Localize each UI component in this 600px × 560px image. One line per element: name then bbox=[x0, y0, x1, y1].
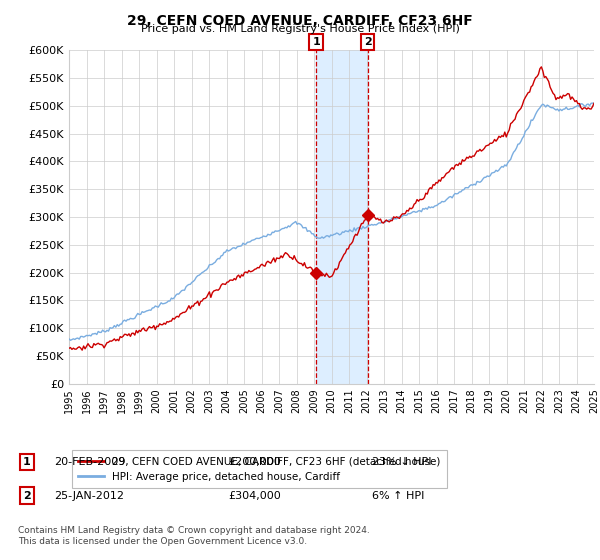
Text: 1: 1 bbox=[312, 37, 320, 47]
Text: 20-FEB-2009: 20-FEB-2009 bbox=[54, 457, 125, 467]
Text: 25-JAN-2012: 25-JAN-2012 bbox=[54, 491, 124, 501]
Text: £200,000: £200,000 bbox=[228, 457, 281, 467]
Text: 1: 1 bbox=[23, 457, 31, 467]
Text: Contains HM Land Registry data © Crown copyright and database right 2024.
This d: Contains HM Land Registry data © Crown c… bbox=[18, 526, 370, 546]
Text: £304,000: £304,000 bbox=[228, 491, 281, 501]
Bar bbox=[316, 50, 368, 384]
Text: 29, CEFN COED AVENUE, CARDIFF, CF23 6HF: 29, CEFN COED AVENUE, CARDIFF, CF23 6HF bbox=[127, 14, 473, 28]
Text: 2: 2 bbox=[23, 491, 31, 501]
Text: 2: 2 bbox=[364, 37, 371, 47]
Text: 23% ↓ HPI: 23% ↓ HPI bbox=[372, 457, 431, 467]
Legend: 29, CEFN COED AVENUE, CARDIFF, CF23 6HF (detached house), HPI: Average price, de: 29, CEFN COED AVENUE, CARDIFF, CF23 6HF … bbox=[71, 450, 447, 488]
Text: Price paid vs. HM Land Registry's House Price Index (HPI): Price paid vs. HM Land Registry's House … bbox=[140, 24, 460, 34]
Text: 6% ↑ HPI: 6% ↑ HPI bbox=[372, 491, 424, 501]
